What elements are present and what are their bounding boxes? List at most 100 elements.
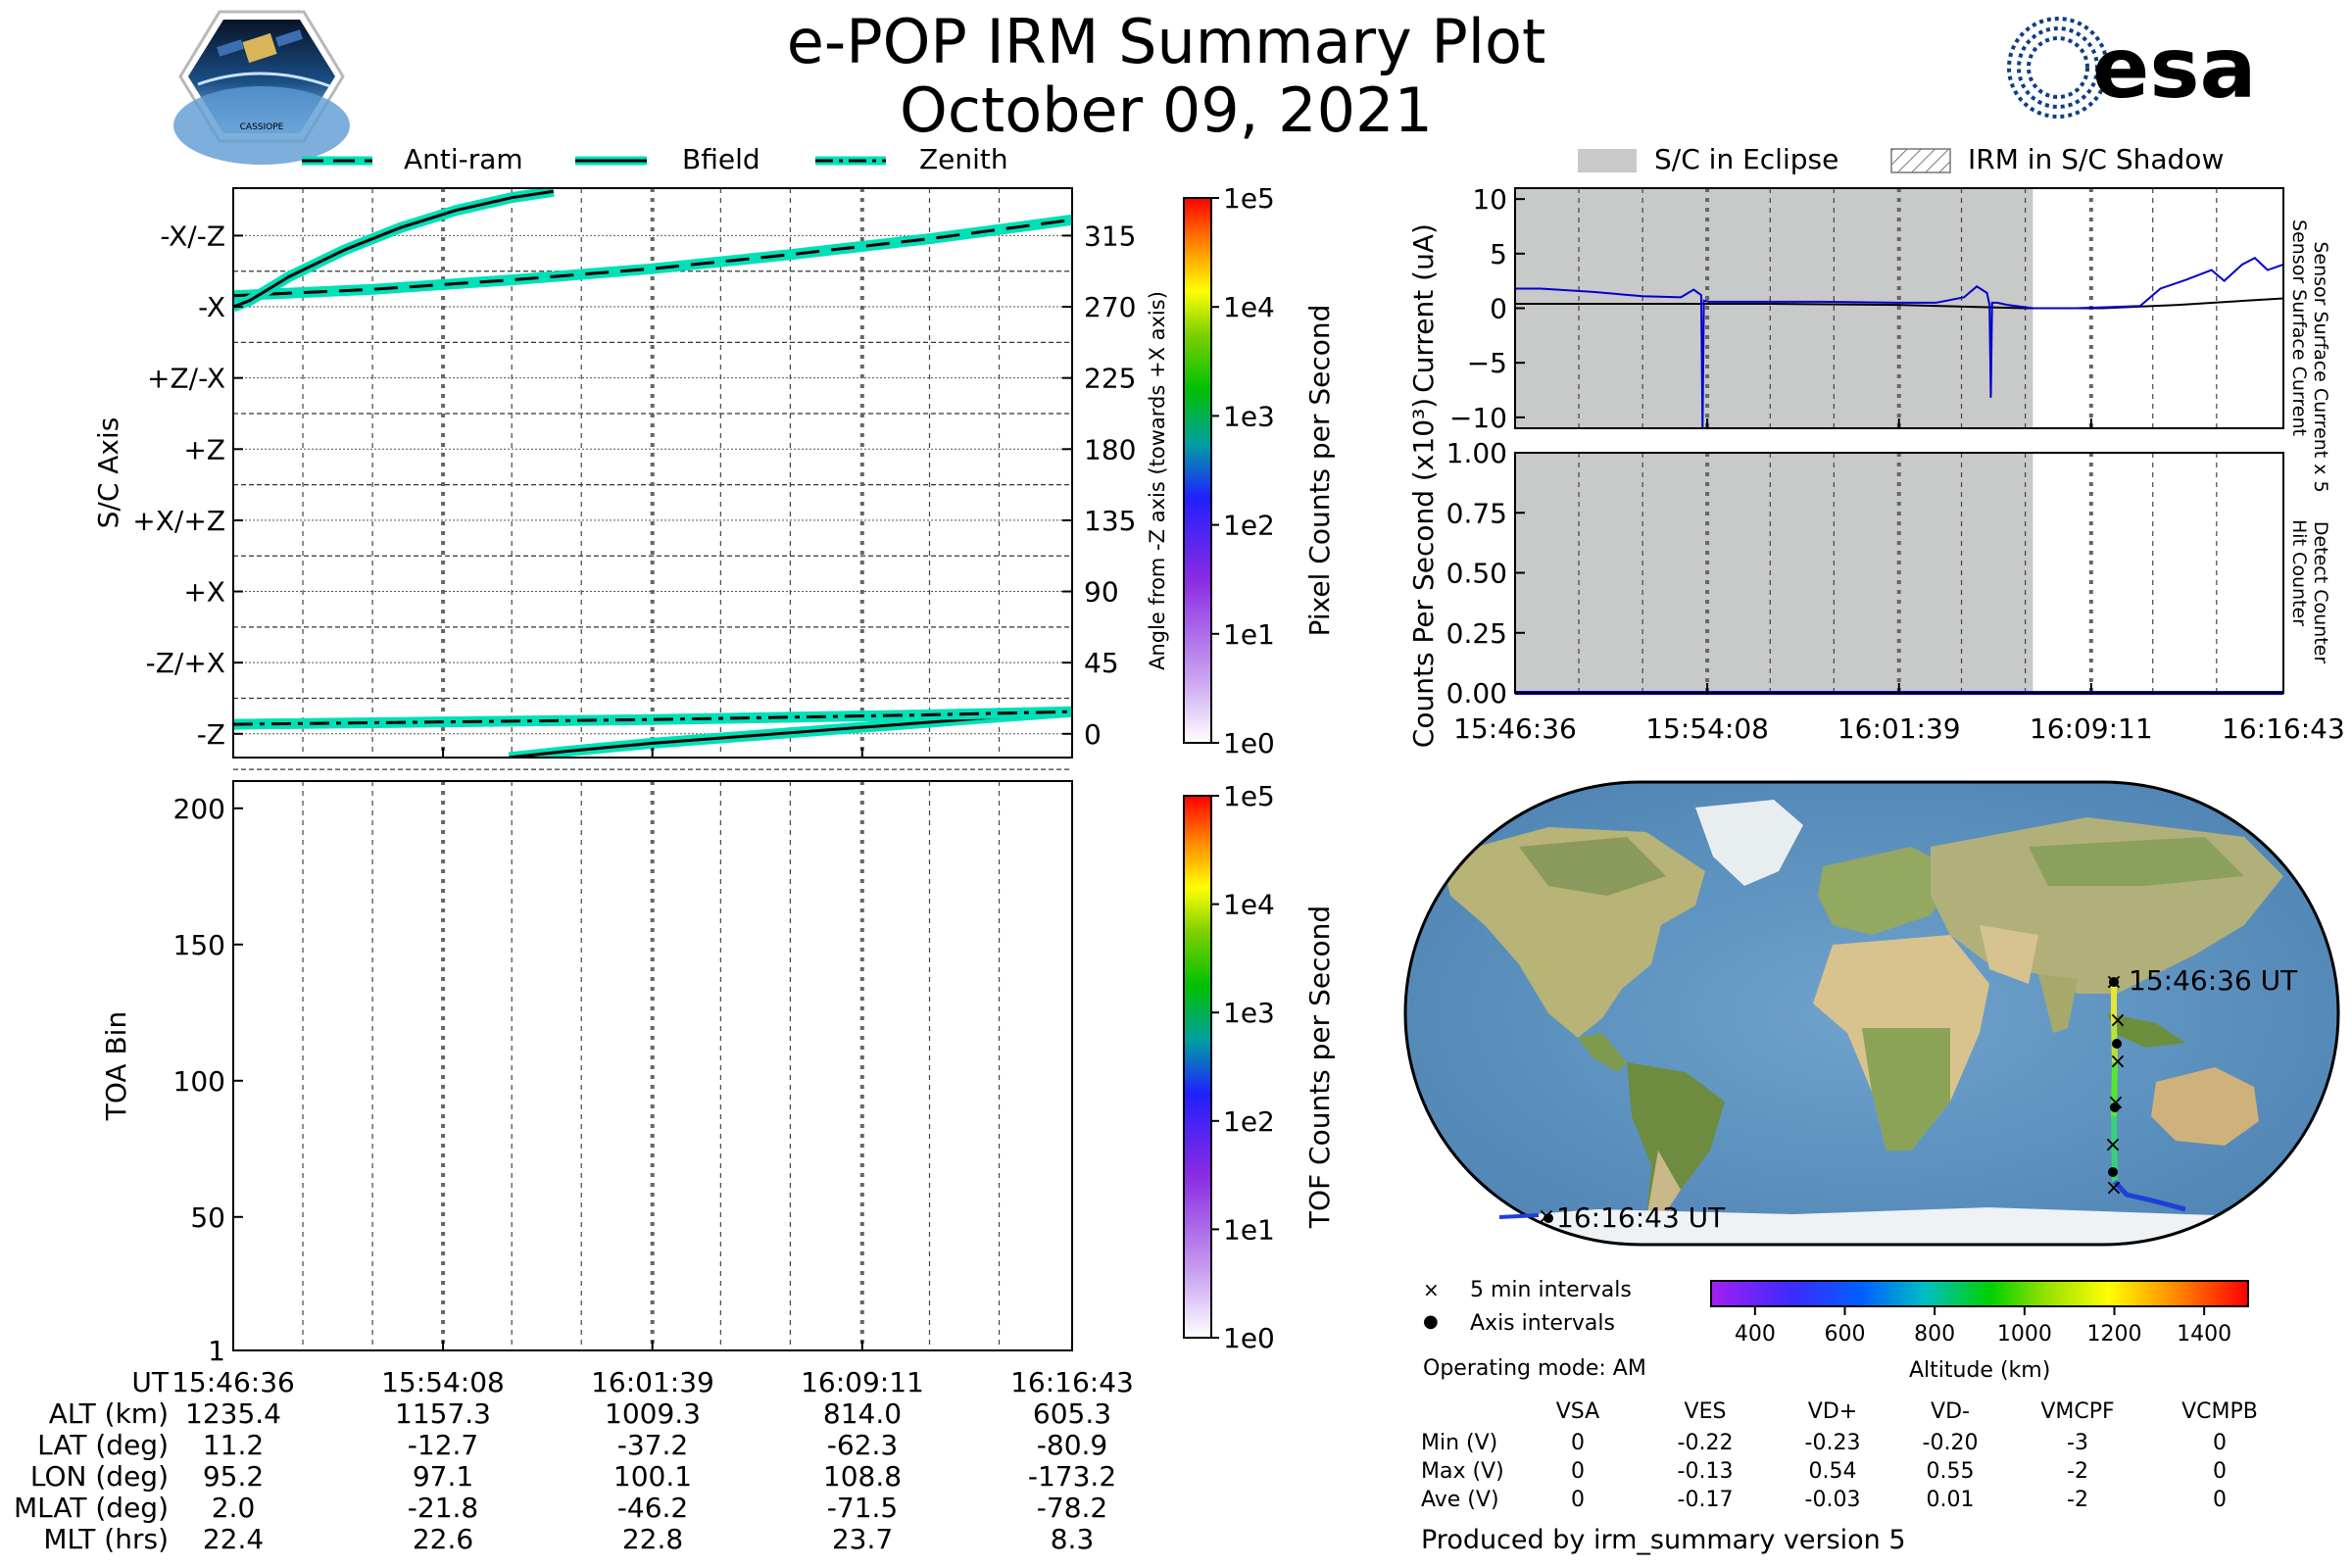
zenith-series-line — [233, 710, 1072, 726]
voltage-header: VD- — [1931, 1399, 1970, 1424]
ephemeris-cell: 2.0 — [211, 1492, 256, 1524]
altitude-colorbar-label: Altitude (km) — [1909, 1358, 2051, 1383]
y-tick-label-left: -X/-Z — [160, 220, 225, 252]
ephemeris-cell: 97.1 — [412, 1460, 474, 1493]
legend-antiram-label: Anti-ram — [404, 143, 523, 175]
sensor-current-label: Sensor Surface Current — [2288, 220, 2310, 436]
tof-colorbar-tick-label: 1e1 — [1223, 1213, 1275, 1246]
x-tick-label: 16:01:39 — [1838, 712, 1961, 745]
legend-zenith-label: Zenith — [919, 143, 1008, 175]
y-tick-label: 50 — [190, 1201, 225, 1234]
counts-eclipse-region — [1515, 453, 2034, 693]
voltage-cell: -0.22 — [1677, 1431, 1734, 1455]
tof-colorbar-tick-label: 1e4 — [1223, 889, 1275, 921]
legend-bfield-label: Bfield — [682, 143, 760, 175]
ephemeris-cell: -71.5 — [826, 1492, 899, 1524]
world-map: × × × × × × × 15:46:36 UT 16:16:43 UT — [1401, 778, 2342, 1250]
voltage-cell: 0 — [1571, 1488, 1585, 1512]
voltage-cell: 0 — [2213, 1488, 2227, 1512]
track-5min-mark: × — [2109, 1050, 2127, 1074]
legend-top-right: S/C in Eclipse IRM in S/C Shadow — [1568, 141, 2332, 180]
y-tick-label: 200 — [173, 793, 225, 825]
y-tick-label-right: 135 — [1084, 505, 1136, 537]
tof-colorbar-tick-label: 1e3 — [1223, 997, 1275, 1029]
y-tick-label: 0 — [1490, 293, 1507, 325]
ephemeris-cell: -62.3 — [826, 1429, 899, 1461]
track-axis-dot — [2108, 1167, 2118, 1177]
esa-logo-text: esa — [2092, 20, 2257, 118]
tof-colorbar-tick-label: 1e0 — [1223, 1322, 1275, 1354]
alt-tick-label: 1000 — [1997, 1322, 2052, 1347]
current-y-axis-label: Current (uA) — [1407, 223, 1440, 393]
map-legend-axis-label: Axis intervals — [1470, 1311, 1615, 1336]
track-5min-mark: × — [2109, 1008, 2127, 1033]
pixel-colorbar-tick-label: 1e5 — [1223, 182, 1275, 215]
y-tick-label: −5 — [1467, 347, 1507, 379]
track-5min-mark: × — [2105, 1176, 2123, 1200]
voltage-header: VD+ — [1807, 1399, 1858, 1424]
ephemeris-cell: -37.2 — [616, 1429, 689, 1461]
tof-colorbar-tick-label: 1e2 — [1223, 1105, 1275, 1138]
tof-colorbar-bar — [1183, 795, 1212, 1339]
y-tick-label-left: +X — [183, 576, 225, 609]
detect-counter-label: Detect Counter — [2310, 521, 2331, 664]
ephemeris-cell: 15:54:08 — [381, 1366, 505, 1398]
ephemeris-row-label: MLT (hrs) — [43, 1523, 169, 1555]
ephemeris-row-label: LAT (deg) — [37, 1429, 169, 1461]
voltage-cell: 0 — [2213, 1431, 2227, 1455]
tof-colorbar-tick-label: 1e5 — [1223, 780, 1275, 812]
y-tick-label-left: +Z — [183, 433, 225, 466]
current-series-group — [1515, 257, 2283, 428]
y-axis-label: S/C Axis — [92, 417, 124, 529]
voltage-cell: 0.01 — [1926, 1488, 1975, 1512]
y-tick-label-right: 0 — [1084, 718, 1102, 751]
legend-eclipse-swatch — [1578, 149, 1637, 172]
voltage-row-label: Max (V) — [1421, 1459, 1504, 1484]
y-axis-label-right: Angle from -Z axis (towards +X axis) — [1146, 291, 1169, 670]
ephemeris-cell: -173.2 — [1027, 1460, 1117, 1493]
y-tick-label: 10 — [1472, 183, 1507, 216]
ephemeris-table: UT ALT (km) LAT (deg) LON (deg) MLAT (deg) ML… — [0, 1366, 1176, 1568]
y-tick-label-right: 225 — [1084, 363, 1136, 395]
land-greenland — [1695, 800, 1803, 886]
ephemeris-row-label: ALT (km) — [48, 1397, 169, 1430]
esa-logo: esa — [1989, 14, 2274, 122]
ephemeris-cell: 1157.3 — [395, 1397, 491, 1430]
ephemeris-cell: 22.8 — [621, 1523, 684, 1555]
ephemeris-cell: -78.2 — [1036, 1492, 1108, 1524]
y-tick-label-right: 315 — [1084, 220, 1136, 252]
y-tick-label: 0.75 — [1446, 497, 1507, 529]
map-legend-dot-marker: ● — [1423, 1311, 1439, 1332]
pixel-colorbar-tick-label: 1e4 — [1223, 291, 1275, 323]
ephemeris-cell: -46.2 — [616, 1492, 689, 1524]
ephemeris-cell: -12.7 — [407, 1429, 479, 1461]
x-tick-label: 16:09:11 — [2030, 712, 2153, 745]
series-group — [233, 188, 1072, 758]
land-antarctica — [1405, 1207, 2338, 1245]
x-tick-label: 15:54:08 — [1645, 712, 1769, 745]
altitude-colorbar-ticks: 400 600 800 1000 1200 1400 — [1735, 1307, 2231, 1347]
voltage-header: VMCPF — [2040, 1399, 2115, 1424]
page-date: October 09, 2021 — [900, 74, 1433, 146]
voltage-cell: -0.13 — [1677, 1459, 1734, 1484]
antiram-series-outline — [233, 214, 1072, 302]
track-axis-dot — [2109, 977, 2119, 987]
voltage-cell: -0.17 — [1677, 1488, 1734, 1512]
ephemeris-row-label: LON (deg) — [29, 1460, 169, 1493]
ephemeris-cell: 16:09:11 — [801, 1366, 924, 1398]
ephemeris-cell: -21.8 — [407, 1492, 479, 1524]
y-tick-label: 5 — [1490, 238, 1507, 270]
ephemeris-cell: 11.2 — [202, 1429, 265, 1461]
ephemeris-row-label: MLAT (deg) — [13, 1492, 169, 1524]
y-tick-label-right: 180 — [1084, 433, 1136, 466]
ephemeris-cell: 814.0 — [822, 1397, 903, 1430]
ephemeris-cell: 15:46:36 — [172, 1366, 295, 1398]
right-panels: 10 5 0 −5 −10 Current (uA) Sensor Surface Curr… — [1407, 183, 2345, 748]
left-panels: -X/-Z -X +Z/-X +Z +X/+Z +X -Z/+X -Z 315 270 225 180… — [92, 182, 1336, 1367]
ephemeris-cell: 16:01:39 — [591, 1366, 714, 1398]
y-tick-label-left: -Z — [197, 718, 225, 751]
voltage-header: VSA — [1555, 1399, 1600, 1424]
pixel-colorbar-tick-label: 1e2 — [1223, 510, 1275, 542]
counts-y-axis-label: Counts Per Second (x10³) — [1407, 398, 1440, 748]
y-tick-label: 0.25 — [1446, 617, 1507, 650]
